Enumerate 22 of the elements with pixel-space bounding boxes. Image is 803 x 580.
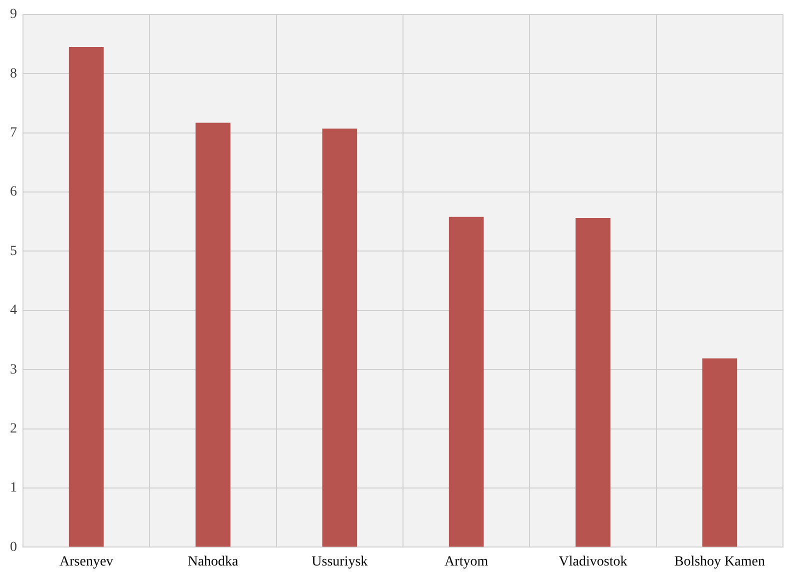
y-tick-label: 1 bbox=[10, 480, 17, 496]
y-tick-label: 7 bbox=[10, 125, 17, 140]
bar bbox=[448, 216, 484, 547]
bar bbox=[196, 122, 230, 547]
x-tick-label: Nahodka bbox=[188, 554, 240, 570]
y-tick-label: 6 bbox=[10, 184, 17, 200]
x-tick-label: Arsenyev bbox=[60, 554, 114, 570]
x-tick-label: Bolshoy Kamen bbox=[674, 554, 765, 570]
y-tick-label: 8 bbox=[10, 66, 17, 82]
x-tick-label: Ussuriysk bbox=[312, 554, 368, 570]
bar bbox=[702, 358, 738, 547]
y-tick-label: 2 bbox=[10, 421, 17, 436]
y-tick-label: 9 bbox=[10, 7, 17, 22]
x-tick-label: Artyom bbox=[444, 554, 488, 570]
x-tick-label: Vladivostok bbox=[558, 554, 628, 570]
y-tick-label: 4 bbox=[10, 303, 17, 318]
y-tick-label: 3 bbox=[10, 362, 17, 378]
bar bbox=[576, 218, 610, 547]
y-tick-label: 0 bbox=[10, 540, 17, 555]
y-tick-label: 5 bbox=[10, 244, 17, 259]
bar bbox=[68, 46, 104, 547]
bar bbox=[322, 128, 358, 547]
